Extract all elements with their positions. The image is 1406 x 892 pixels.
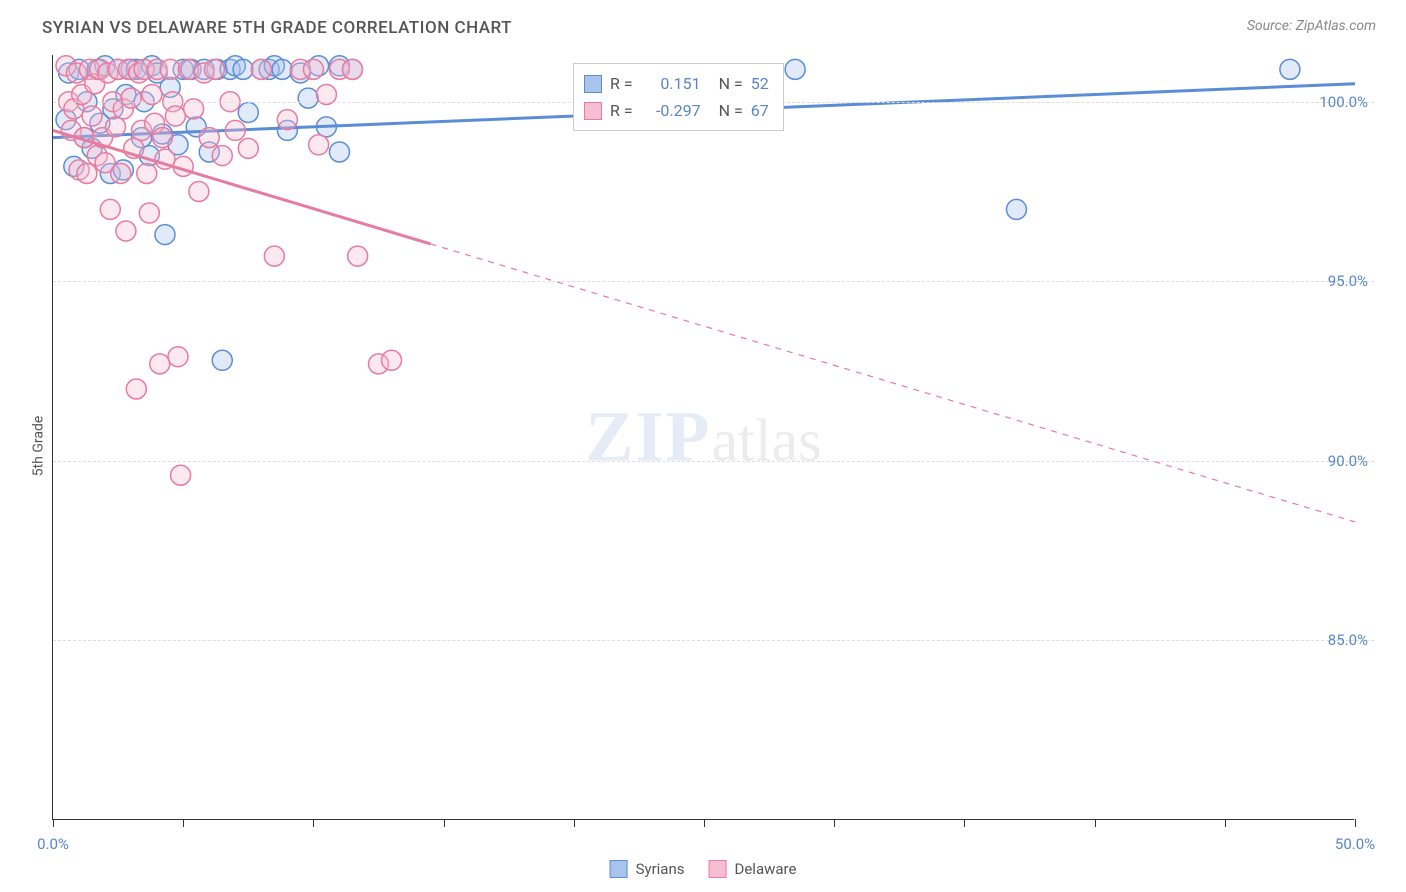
legend-item-delaware: Delaware bbox=[708, 860, 796, 878]
swatch-icon bbox=[584, 75, 602, 93]
stats-n-value: 52 bbox=[751, 70, 769, 97]
stats-r-label: R = bbox=[610, 70, 633, 97]
bottom-legend: Syrians Delaware bbox=[610, 860, 797, 878]
stats-r-value: 0.151 bbox=[641, 70, 701, 97]
plot-area: ZIPatlas 85.0%90.0%95.0%100.0%0.0%50.0%R… bbox=[52, 55, 1354, 820]
source-attribution: Source: ZipAtlas.com bbox=[1247, 18, 1376, 34]
legend-label: Syrians bbox=[636, 860, 685, 878]
stats-n-label: N = bbox=[719, 70, 743, 97]
stats-n-label: N = bbox=[719, 97, 743, 124]
y-tick-label: 90.0% bbox=[1304, 452, 1374, 470]
stats-n-value: 67 bbox=[751, 97, 769, 124]
swatch-syrians-icon bbox=[610, 860, 628, 878]
swatch-icon bbox=[584, 102, 602, 120]
plot-svg bbox=[53, 55, 1354, 819]
y-axis-label: 5th Grade bbox=[30, 416, 46, 477]
y-tick-label: 100.0% bbox=[1304, 93, 1374, 111]
y-tick-label: 85.0% bbox=[1304, 631, 1374, 649]
stats-r-value: -0.297 bbox=[641, 97, 701, 124]
stats-box: R = 0.151 N = 52 R = -0.297 N = 67 bbox=[573, 63, 784, 131]
x-tick-label: 50.0% bbox=[1335, 835, 1375, 853]
swatch-delaware-icon bbox=[708, 860, 726, 878]
y-tick-label: 95.0% bbox=[1304, 272, 1374, 290]
chart-title: SYRIAN VS DELAWARE 5TH GRADE CORRELATION… bbox=[42, 18, 512, 38]
x-tick-label: 0.0% bbox=[37, 835, 69, 853]
legend-item-syrians: Syrians bbox=[610, 860, 685, 878]
legend-label: Delaware bbox=[734, 860, 796, 878]
stats-r-label: R = bbox=[610, 97, 633, 124]
